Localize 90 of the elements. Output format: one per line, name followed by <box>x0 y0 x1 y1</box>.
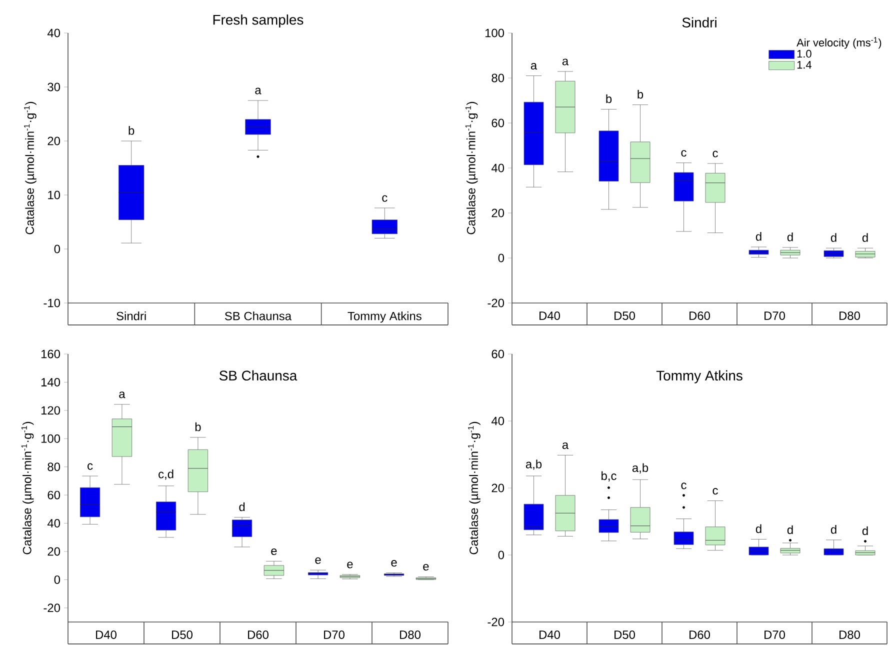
y-axis-title: Catalase (µmol·min$^{-1}$·g$^{-1}$) <box>465 102 478 234</box>
annotation: e <box>423 564 429 571</box>
y-tick-label: 100 <box>41 434 60 443</box>
annotation: c,d <box>158 470 174 480</box>
annotation: d <box>862 526 868 536</box>
annotation: c <box>712 150 718 158</box>
y-tick-label: 20 <box>48 136 60 146</box>
annotation: b <box>606 94 612 104</box>
x-tick-label: D40 <box>540 312 560 320</box>
y-tick-label: 40 <box>47 519 60 528</box>
y-tick-label: 30 <box>48 82 60 92</box>
y-tick-label: 40 <box>47 28 60 38</box>
y-tick-label: 60 <box>492 350 504 358</box>
annotation: a <box>562 442 569 449</box>
y-tick-label: -20 <box>488 298 504 308</box>
annotation: d <box>830 233 836 242</box>
x-tick-label: D60 <box>690 630 710 639</box>
annotation: d <box>862 233 868 242</box>
x-tick-label: D40 <box>540 630 560 639</box>
annotation: e <box>347 562 353 568</box>
annotation: e <box>315 557 321 564</box>
annotation: c <box>712 488 718 495</box>
y-tick-label: 80 <box>492 74 504 82</box>
x-tick-label: D80 <box>840 312 860 320</box>
y-tick-label: 10 <box>48 190 60 200</box>
chart-title: Fresh samples <box>213 14 304 28</box>
annotation: c <box>681 150 686 157</box>
y-axis-title: Catalase (µmol·min$^{-1}$·g$^{-1}$) <box>468 422 480 554</box>
y-tick-label: 0 <box>54 575 60 584</box>
x-tick-label: D70 <box>764 630 786 639</box>
annotation: a <box>119 392 126 398</box>
annotation: d <box>756 232 762 241</box>
x-tick-label: SB Chaunsa <box>224 312 292 320</box>
y-tick-label: 0 <box>498 254 504 262</box>
y-tick-label: 60 <box>48 490 60 500</box>
y-tick-label: 80 <box>48 462 60 472</box>
y-tick-label: 140 <box>41 378 60 386</box>
x-tick-label: D60 <box>248 630 268 639</box>
y-tick-label: 0 <box>54 244 60 254</box>
annotation: d <box>787 232 793 242</box>
annotation: d <box>830 524 836 534</box>
x-tick-label: D50 <box>172 630 192 639</box>
annotation: b <box>195 422 201 432</box>
y-tick-label: 100 <box>485 28 504 38</box>
y-tick-label: 20 <box>48 547 60 556</box>
x-tick-label: D80 <box>840 630 860 639</box>
y-tick-label: 160 <box>41 350 60 358</box>
y-axis-title: Catalase (µmol·min$^{-1}$·g$^{-1}$) <box>21 422 34 554</box>
x-tick-label: D70 <box>764 312 786 320</box>
legend-label: 1.0 <box>797 50 812 58</box>
y-tick-label: 40 <box>491 164 504 172</box>
y-tick-label: 20 <box>492 484 504 492</box>
annotation: c <box>681 482 686 490</box>
y-tick-label: 40 <box>491 416 504 426</box>
legend-title: Air velocity (ms$^{-1}$) <box>796 37 882 49</box>
x-tick-label: D50 <box>614 630 636 639</box>
annotation: b <box>128 126 134 135</box>
y-tick-label: 20 <box>492 208 504 218</box>
annotation: a,b <box>632 463 648 474</box>
y-tick-label: -20 <box>44 604 60 612</box>
y-tick-label: 60 <box>492 118 504 128</box>
annotation: b <box>638 90 644 99</box>
annotation: c <box>88 463 93 470</box>
annotation: a,b <box>526 460 542 470</box>
y-tick-label: 120 <box>41 406 60 415</box>
y-tick-label: -20 <box>488 618 504 626</box>
y-tick-label: -10 <box>44 298 60 308</box>
annotation: d <box>787 525 793 534</box>
chart-title: Sindri <box>682 17 716 28</box>
y-tick-label: 0 <box>498 550 504 560</box>
annotation: a <box>255 88 262 94</box>
x-tick-label: D80 <box>400 630 421 639</box>
text: SB Chaunsa <box>219 370 298 381</box>
x-tick-label: D40 <box>96 630 116 639</box>
annotation: c <box>382 195 388 202</box>
x-tick-label: D70 <box>324 630 345 639</box>
annotation: e <box>271 548 277 556</box>
annotation: a <box>562 58 569 66</box>
x-tick-label: D60 <box>690 312 710 320</box>
x-tick-label: D50 <box>614 312 636 320</box>
annotation: a <box>530 63 538 70</box>
text: Tommy Atkins <box>656 370 742 384</box>
legend-label: 1.4 <box>797 61 812 69</box>
x-tick-label: Tommy Atkins <box>348 312 422 323</box>
annotation: b,c <box>602 471 616 482</box>
y-axis-title: Catalase (µmol·min$^{-1}$·g$^{-1}$) <box>24 102 36 234</box>
annotation: e <box>391 560 397 567</box>
x-tick-label: Sindri <box>116 312 146 320</box>
annotation: d <box>239 502 245 512</box>
annotation: d <box>756 524 762 534</box>
